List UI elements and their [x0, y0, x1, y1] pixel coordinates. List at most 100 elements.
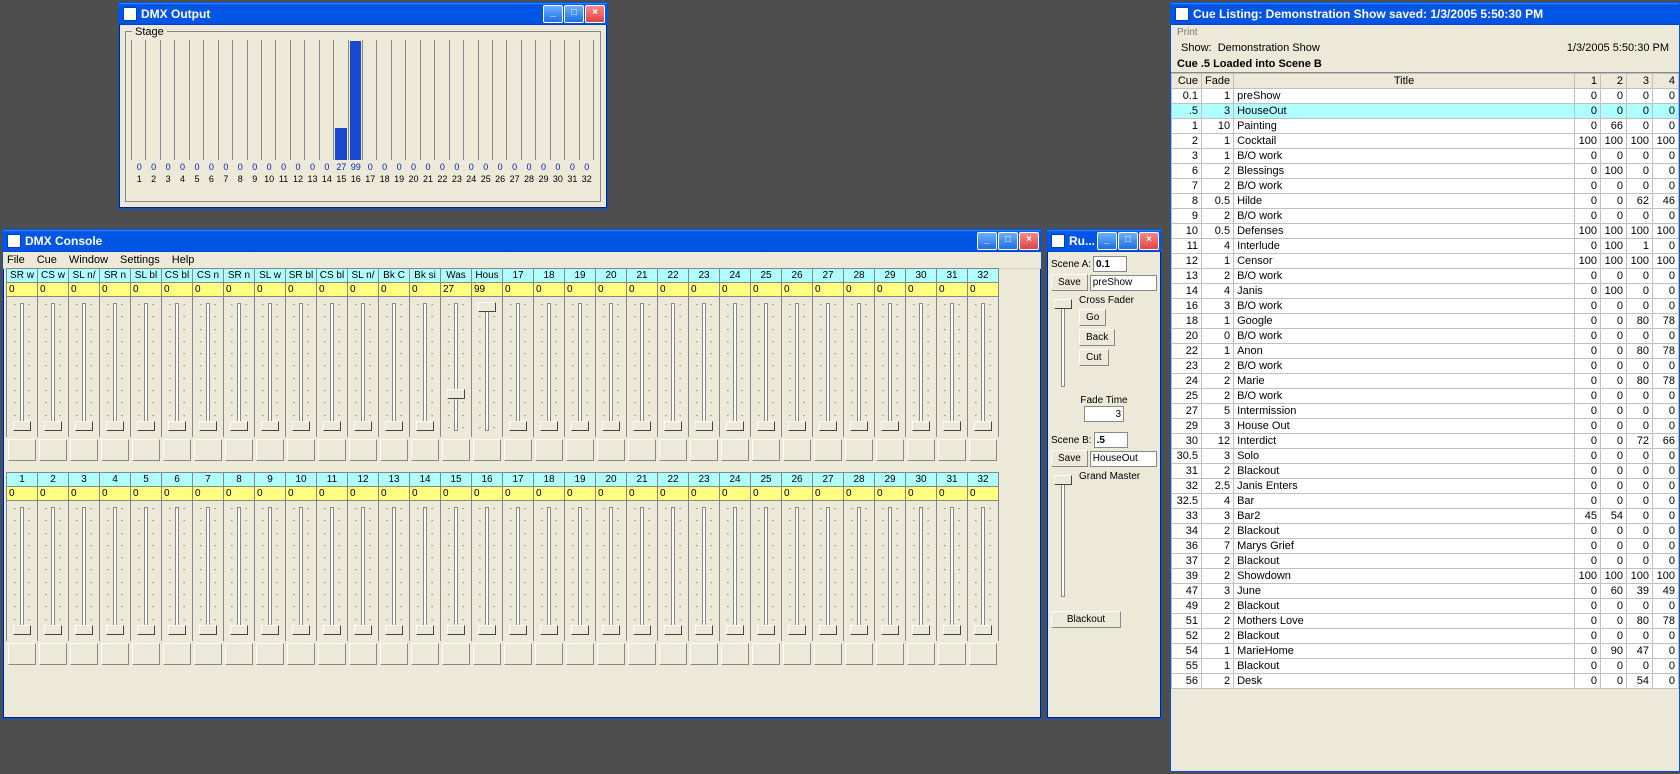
cue-row[interactable]: 551Blackout0000 [1172, 659, 1679, 674]
cue-row[interactable]: 72B/O work0000 [1172, 179, 1679, 194]
channel-slider[interactable]: ---------------------- [750, 297, 782, 437]
save-a-button[interactable]: Save [1051, 274, 1088, 291]
cue-header[interactable]: Cue [1172, 74, 1202, 89]
flash-button[interactable] [8, 439, 36, 461]
channel-slider[interactable]: ---------------------- [6, 501, 38, 641]
cue-row[interactable]: 30.53Solo0000 [1172, 449, 1679, 464]
channel-slider[interactable]: ---------------------- [440, 297, 472, 437]
maximize-button[interactable]: □ [1118, 232, 1138, 250]
flash-button[interactable] [938, 439, 966, 461]
flash-button[interactable] [349, 643, 377, 665]
channel-slider[interactable]: ---------------------- [409, 297, 441, 437]
flash-button[interactable] [442, 643, 470, 665]
channel-slider[interactable]: ---------------------- [936, 501, 968, 641]
cue-row[interactable]: 32.54Bar0000 [1172, 494, 1679, 509]
channel-slider[interactable]: ---------------------- [843, 297, 875, 437]
channel-slider[interactable]: ---------------------- [471, 501, 503, 641]
cue-row[interactable]: 163B/O work0000 [1172, 299, 1679, 314]
cue-row[interactable]: 181Google008078 [1172, 314, 1679, 329]
flash-button[interactable] [876, 439, 904, 461]
channel-slider[interactable]: ---------------------- [967, 297, 999, 437]
channel-slider[interactable]: ---------------------- [316, 501, 348, 641]
channel-slider[interactable]: ---------------------- [502, 297, 534, 437]
flash-button[interactable] [659, 643, 687, 665]
scene-a-value[interactable] [1093, 256, 1127, 272]
channel-slider[interactable]: ---------------------- [6, 297, 38, 437]
crossfader-slider[interactable] [1051, 295, 1075, 391]
cue-row[interactable]: 473June0603949 [1172, 584, 1679, 599]
cue-row[interactable]: 114Interlude010010 [1172, 239, 1679, 254]
cue-header[interactable]: Title [1234, 74, 1575, 89]
channel-slider[interactable]: ---------------------- [595, 501, 627, 641]
flash-button[interactable] [659, 439, 687, 461]
flash-button[interactable] [442, 439, 470, 461]
flash-button[interactable] [907, 643, 935, 665]
channel-slider[interactable]: ---------------------- [533, 297, 565, 437]
minimize-button[interactable]: _ [1097, 232, 1117, 250]
cue-row[interactable]: 367Marys Grief0000 [1172, 539, 1679, 554]
menu-file[interactable]: File [7, 254, 25, 266]
flash-button[interactable] [411, 439, 439, 461]
flash-button[interactable] [597, 439, 625, 461]
cue-row[interactable]: .53HouseOut0000 [1172, 104, 1679, 119]
cue-row[interactable]: 62Blessings010000 [1172, 164, 1679, 179]
minimize-button[interactable]: _ [543, 5, 563, 23]
channel-slider[interactable]: ---------------------- [409, 501, 441, 641]
flash-button[interactable] [566, 439, 594, 461]
flash-button[interactable] [907, 439, 935, 461]
flash-button[interactable] [225, 643, 253, 665]
back-button[interactable]: Back [1079, 329, 1115, 346]
flash-button[interactable] [783, 439, 811, 461]
cue-row[interactable]: 92B/O work0000 [1172, 209, 1679, 224]
channel-slider[interactable]: ---------------------- [626, 501, 658, 641]
channel-slider[interactable]: ---------------------- [285, 501, 317, 641]
flash-button[interactable] [349, 439, 377, 461]
channel-slider[interactable]: ---------------------- [750, 501, 782, 641]
flash-button[interactable] [690, 439, 718, 461]
channel-slider[interactable]: ---------------------- [161, 501, 193, 641]
flash-button[interactable] [8, 643, 36, 665]
flash-button[interactable] [101, 643, 129, 665]
channel-slider[interactable]: ---------------------- [192, 297, 224, 437]
flash-button[interactable] [876, 643, 904, 665]
channel-slider[interactable]: ---------------------- [781, 297, 813, 437]
channel-slider[interactable]: ---------------------- [68, 297, 100, 437]
channel-slider[interactable]: ---------------------- [316, 297, 348, 437]
menu-cue[interactable]: Cue [37, 254, 57, 266]
flash-button[interactable] [163, 439, 191, 461]
channel-slider[interactable]: ---------------------- [936, 297, 968, 437]
channel-slider[interactable]: ---------------------- [688, 501, 720, 641]
run-panel-titlebar[interactable]: Ru... _ □ × [1047, 230, 1161, 252]
cue-header[interactable]: Fade [1202, 74, 1234, 89]
flash-button[interactable] [969, 439, 997, 461]
flash-button[interactable] [566, 643, 594, 665]
channel-slider[interactable]: ---------------------- [657, 297, 689, 437]
flash-button[interactable] [752, 439, 780, 461]
menu-window[interactable]: Window [69, 254, 108, 266]
flash-button[interactable] [721, 439, 749, 461]
flash-button[interactable] [783, 643, 811, 665]
channel-slider[interactable]: ---------------------- [595, 297, 627, 437]
channel-slider[interactable]: ---------------------- [285, 297, 317, 437]
cue-header[interactable]: 3 [1627, 74, 1653, 89]
channel-slider[interactable]: ---------------------- [37, 501, 69, 641]
cue-row[interactable]: 252B/O work0000 [1172, 389, 1679, 404]
flash-button[interactable] [101, 439, 129, 461]
flash-button[interactable] [690, 643, 718, 665]
channel-slider[interactable]: ---------------------- [564, 297, 596, 437]
channel-slider[interactable]: ---------------------- [812, 297, 844, 437]
cue-row[interactable]: 342Blackout0000 [1172, 524, 1679, 539]
flash-button[interactable] [318, 439, 346, 461]
channel-slider[interactable]: ---------------------- [223, 501, 255, 641]
cue-header[interactable]: 4 [1653, 74, 1679, 89]
cue-row[interactable]: 275Intermission0000 [1172, 404, 1679, 419]
cue-row[interactable]: 541MarieHome090470 [1172, 644, 1679, 659]
channel-slider[interactable]: ---------------------- [843, 501, 875, 641]
flash-button[interactable] [194, 643, 222, 665]
flash-button[interactable] [380, 643, 408, 665]
channel-slider[interactable]: ---------------------- [874, 501, 906, 641]
dmx-output-titlebar[interactable]: DMX Output _ □ × [119, 3, 607, 25]
cue-row[interactable]: 333Bar2455400 [1172, 509, 1679, 524]
flash-button[interactable] [380, 439, 408, 461]
channel-slider[interactable]: ---------------------- [781, 501, 813, 641]
